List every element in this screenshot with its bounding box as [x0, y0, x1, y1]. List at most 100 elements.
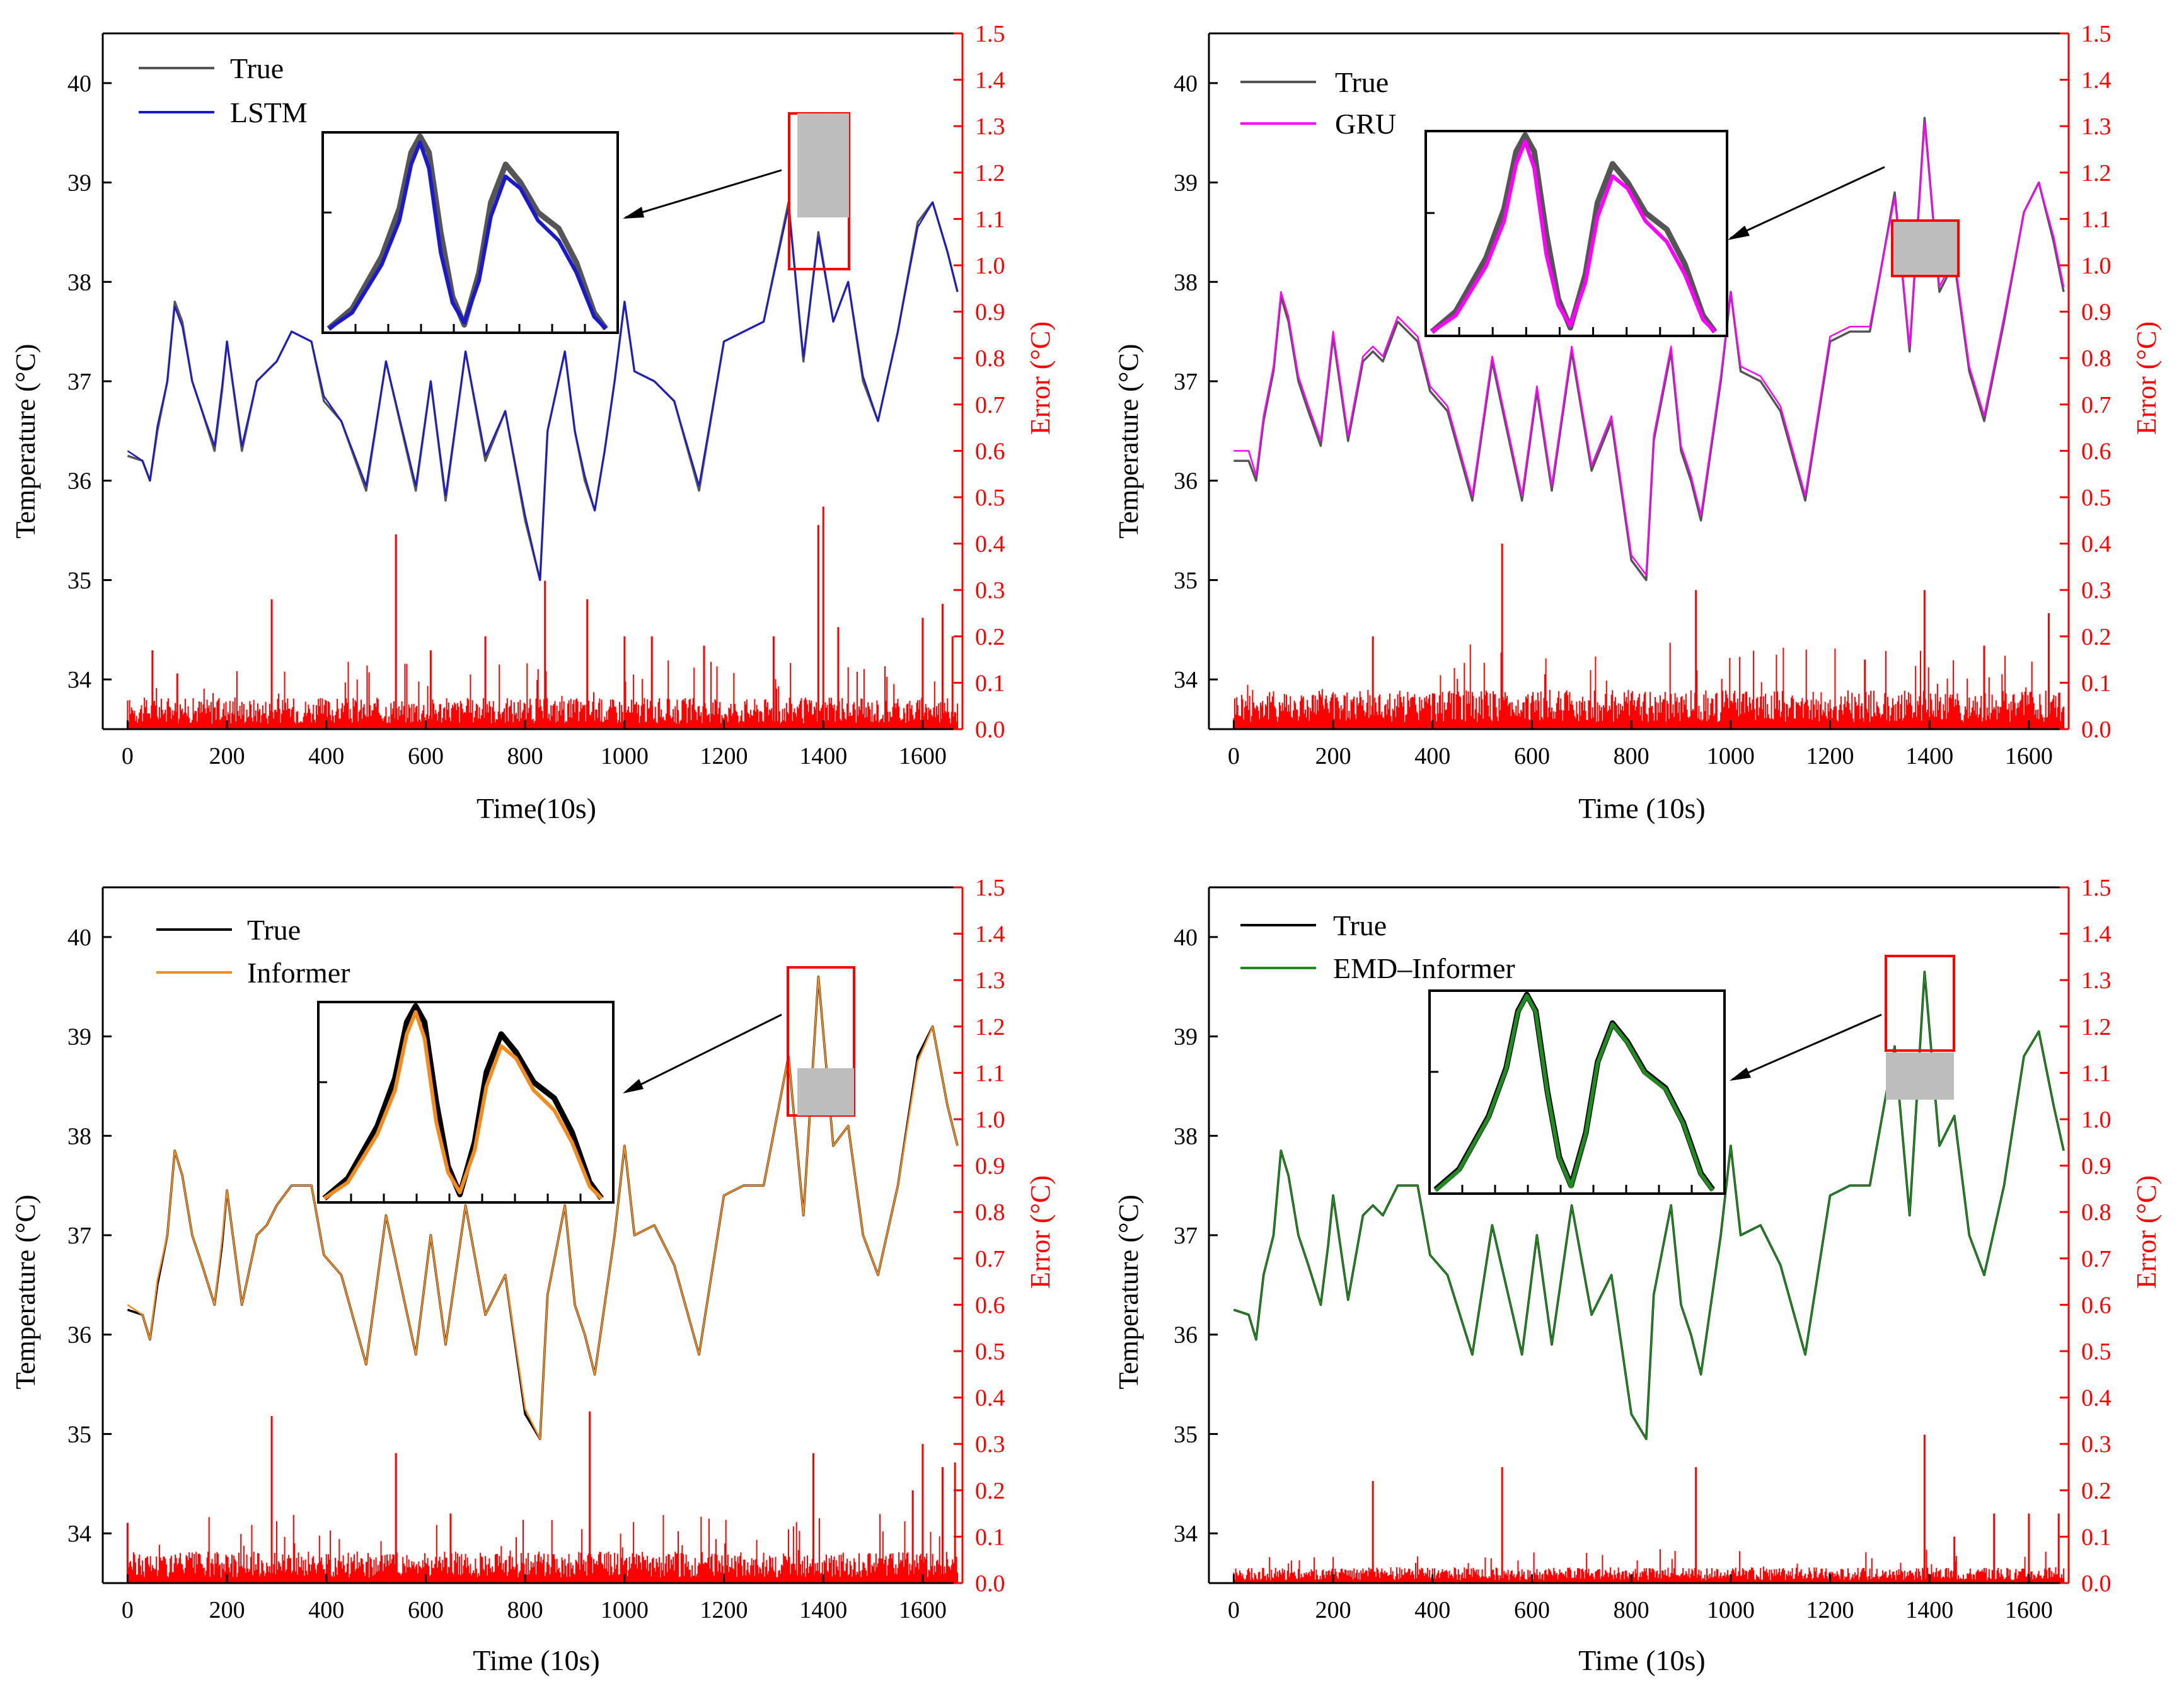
inset-true-line — [1430, 132, 1718, 334]
time-tick-label: 1000 — [1707, 1597, 1755, 1623]
temperature-tick-label: 38 — [1174, 269, 1198, 296]
time-tick-label: 600 — [1514, 1597, 1550, 1623]
plot-frame — [1208, 32, 2070, 730]
error-tick-label: 1.4 — [975, 921, 1005, 948]
zoom-arrowhead — [623, 207, 644, 219]
time-tick-label: 200 — [1315, 1597, 1351, 1623]
error-bars — [1233, 1434, 2065, 1583]
error-tick-label: 0.3 — [975, 577, 1005, 604]
temperature-axis-label: Temperature (°C) — [10, 1195, 41, 1390]
time-tick-label: 1600 — [2005, 743, 2053, 769]
error-tick-label: 0.8 — [975, 345, 1005, 372]
error-tick-label: 0.9 — [2081, 299, 2112, 326]
time-tick-label: 600 — [1514, 743, 1550, 769]
time-axis: 0 200 400 600 800 1000 1200 1400 1600 — [122, 720, 947, 769]
error-tick-label: 0.9 — [975, 1153, 1005, 1180]
zoom-region-shade — [797, 1068, 854, 1115]
error-tick-label: 0.0 — [975, 717, 1005, 743]
error-tick-label: 1.3 — [975, 967, 1005, 994]
time-tick-label: 200 — [209, 1597, 245, 1623]
temperature-tick-label: 37 — [1174, 369, 1198, 395]
temperature-tick-label: 37 — [67, 369, 91, 395]
time-tick-label: 200 — [1315, 743, 1351, 769]
error-tick-label: 0.4 — [975, 1385, 1005, 1412]
temperature-tick-label: 36 — [67, 1322, 91, 1349]
temperature-axis-label: Temperature (°C) — [1113, 344, 1144, 539]
time-tick-label: 0 — [122, 743, 134, 769]
time-tick-label: 1200 — [1806, 1597, 1854, 1623]
error-tick-label: 1.2 — [975, 160, 1005, 187]
predicted-temperature-line — [127, 201, 959, 581]
error-tick-label: 0.2 — [2081, 1478, 2112, 1504]
temperature-tick-label: 37 — [67, 1223, 91, 1249]
error-tick-label: 0.5 — [2081, 1339, 2112, 1365]
time-axis-label: Time(10s) — [477, 792, 596, 824]
time-tick-label: 1000 — [601, 1597, 649, 1623]
temperature-tick-label: 39 — [1174, 170, 1198, 197]
time-tick-label: 800 — [507, 743, 543, 769]
inset-zoom — [321, 131, 619, 334]
temperature-axis-label: Temperature (°C) — [1113, 1195, 1144, 1390]
zoom-arrow — [1730, 166, 1885, 239]
time-axis: 0 200 400 600 800 1000 1200 1400 1600 — [1228, 720, 2053, 769]
time-tick-label: 1400 — [1905, 743, 1953, 769]
legend-label-pred: EMD–Informer — [1333, 952, 1515, 984]
temperature-axis: 34 35 36 37 38 39 40 — [67, 925, 112, 1547]
temperature-tick-label: 34 — [67, 667, 91, 693]
legend: True LSTM — [139, 52, 308, 129]
error-tick-label: 0.4 — [2081, 531, 2112, 558]
time-tick-label: 200 — [209, 743, 245, 769]
error-tick-label: 0.0 — [975, 1570, 1005, 1597]
inset-true-line — [322, 1003, 604, 1201]
temperature-tick-label: 34 — [67, 1521, 91, 1547]
error-tick-label: 0.2 — [2081, 624, 2112, 650]
inset-zoom — [317, 1001, 615, 1204]
time-tick-label: 400 — [1414, 743, 1450, 769]
error-bars — [126, 1411, 959, 1583]
time-tick-label: 800 — [1614, 1597, 1650, 1623]
error-tick-label: 1.3 — [975, 113, 1005, 140]
zoom-arrow — [625, 169, 782, 219]
temperature-axis: 34 35 36 37 38 39 40 — [1174, 71, 1218, 693]
plot-frame — [101, 32, 964, 730]
legend-label-true: True — [1335, 66, 1389, 98]
temperature-tick-label: 36 — [1174, 468, 1198, 495]
error-tick-label: 0.5 — [2081, 485, 2112, 511]
legend: True EMD–Informer — [1240, 909, 1515, 984]
error-tick-label: 1.2 — [975, 1014, 1005, 1040]
error-bar-series — [1233, 1549, 2065, 1583]
error-tick-label: 1.0 — [975, 253, 1005, 279]
temperature-tick-label: 35 — [67, 567, 91, 594]
temperature-axis: 34 35 36 37 38 39 40 — [67, 71, 112, 693]
error-tick-label: 0.6 — [2081, 1292, 2112, 1318]
temperature-tick-label: 36 — [67, 468, 91, 495]
inset-ticks — [323, 211, 586, 333]
time-tick-label: 800 — [507, 1597, 543, 1623]
time-tick-label: 400 — [308, 1597, 344, 1623]
error-tick-label: 1.5 — [975, 875, 1005, 901]
error-tick-label: 0.5 — [975, 1339, 1005, 1365]
time-axis-label: Time (10s) — [1578, 792, 1706, 824]
temperature-tick-label: 40 — [67, 71, 91, 97]
time-axis: 0 200 400 600 800 1000 1200 1400 1600 — [1228, 1574, 2053, 1623]
time-tick-label: 1600 — [899, 1597, 947, 1623]
zoom-region-shade — [797, 113, 849, 217]
time-tick-label: 1400 — [799, 1597, 847, 1623]
time-axis-label: Time (10s) — [473, 1644, 600, 1676]
error-axis: 0.0 0.1 0.2 0.3 0.4 0.5 0.6 0.7 0.8 0.9 1.0 1.1 1.2 1… — [2060, 875, 2112, 1597]
legend: True GRU — [1240, 66, 1396, 140]
error-tick-label: 1.3 — [2081, 967, 2112, 994]
time-tick-label: 400 — [308, 743, 344, 769]
time-tick-label: 1600 — [899, 743, 947, 769]
temperature-tick-label: 39 — [67, 170, 91, 197]
temperature-tick-label: 40 — [1174, 925, 1198, 951]
error-tick-label: 0.2 — [975, 624, 1005, 650]
temperature-tick-label: 35 — [1174, 1421, 1198, 1448]
error-bar-series — [127, 1514, 959, 1583]
zoom-region-shade — [1886, 1052, 1954, 1100]
temperature-tick-label: 39 — [1174, 1024, 1198, 1051]
error-tick-label: 1.2 — [2081, 1014, 2112, 1040]
error-tick-label: 0.0 — [2081, 1570, 2112, 1597]
